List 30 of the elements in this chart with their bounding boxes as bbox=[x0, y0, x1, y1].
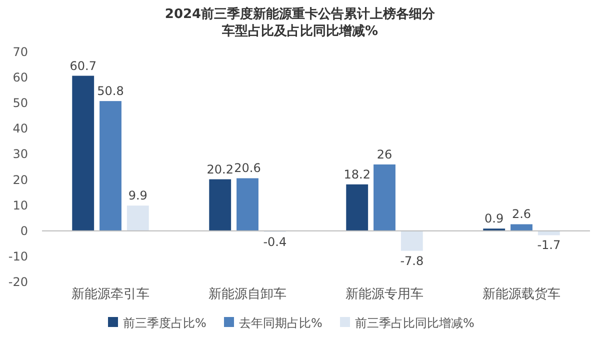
y-tick-label: -20 bbox=[8, 275, 28, 289]
data-label: 50.8 bbox=[97, 84, 124, 98]
data-label: 0.9 bbox=[484, 212, 504, 226]
y-tick-label: 40 bbox=[12, 122, 28, 136]
x-tick-label: 新能源载货车 bbox=[482, 287, 560, 302]
y-tick-label: 10 bbox=[12, 198, 28, 212]
x-tick-label: 新能源专用车 bbox=[346, 287, 424, 302]
data-label: -0.4 bbox=[263, 234, 287, 249]
data-label: 18.2 bbox=[344, 167, 370, 182]
y-tick-label: 50 bbox=[12, 96, 28, 110]
y-tick-label: 30 bbox=[12, 147, 28, 162]
data-label: 9.9 bbox=[128, 188, 148, 203]
data-label: 60.7 bbox=[70, 58, 96, 73]
data-label: 20.2 bbox=[206, 162, 234, 176]
y-tick-label: 0 bbox=[20, 224, 28, 238]
legend-label: 去年同期占比% bbox=[239, 316, 322, 330]
y-tick-label: 20 bbox=[12, 172, 28, 187]
data-label: 26 bbox=[376, 147, 392, 162]
data-label: -1.7 bbox=[537, 238, 561, 252]
legend-label: 前三季占比同比增减% bbox=[355, 316, 474, 330]
y-tick-label: 60 bbox=[12, 70, 28, 85]
data-label: -7.8 bbox=[400, 254, 424, 268]
x-tick-label: 新能源牵引车 bbox=[72, 287, 150, 302]
legend-label: 前三季度占比% bbox=[123, 316, 206, 330]
y-tick-label: -10 bbox=[8, 249, 28, 264]
data-label: 2.6 bbox=[512, 207, 532, 222]
x-tick-label: 新能源自卸车 bbox=[208, 287, 286, 302]
chart-title: 2024前三季度新能源重卡公告累计上榜各细分车型占比及占比同比增减% bbox=[164, 6, 436, 39]
data-label: 20.6 bbox=[234, 161, 261, 176]
y-tick-label: 70 bbox=[12, 45, 28, 59]
